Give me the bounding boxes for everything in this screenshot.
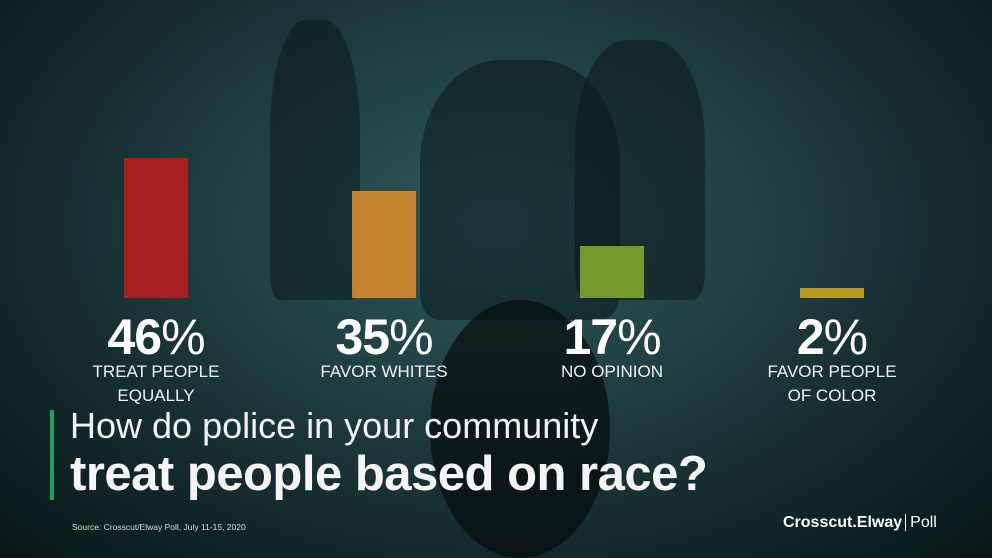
category-label-line: EQUALLY xyxy=(117,386,195,405)
bar-4 xyxy=(800,288,864,298)
value-label: 17% xyxy=(522,308,702,366)
category-label-line: TREAT PEOPLE xyxy=(92,362,220,381)
value-number: 46 xyxy=(107,309,162,365)
category-label: FAVOR WHITES xyxy=(294,360,474,384)
bar-2 xyxy=(352,191,416,298)
category-label-line: NO OPINION xyxy=(560,362,663,381)
category-label: FAVOR PEOPLE OF COLOR xyxy=(742,360,922,408)
category-label-line: FAVOR PEOPLE xyxy=(767,362,897,381)
background-photo-officer xyxy=(270,20,360,300)
source-note: Source: Crosscut/Elway Poll, July 11-15,… xyxy=(72,522,246,532)
category-label: NO OPINION xyxy=(522,360,702,384)
question-line-1: How do police in your community xyxy=(70,405,599,446)
category-label: TREAT PEOPLE EQUALLY xyxy=(66,360,246,408)
percent-sign: % xyxy=(617,309,661,365)
value-label: 35% xyxy=(294,308,474,366)
percent-sign: % xyxy=(823,309,868,365)
accent-line xyxy=(50,410,54,500)
background-photo-head xyxy=(430,300,610,558)
value-number: 2 xyxy=(796,309,825,365)
logo-poll: Poll xyxy=(905,514,937,531)
percent-sign: % xyxy=(161,309,205,365)
bar-3 xyxy=(580,246,644,298)
category-label-line: OF COLOR xyxy=(787,386,877,405)
percent-sign: % xyxy=(389,309,433,365)
crosscut-elway-poll-logo: Crosscut.Elway Poll xyxy=(783,514,937,532)
value-label: 46% xyxy=(66,308,246,366)
value-label: 2% xyxy=(742,308,922,366)
value-number: 35 xyxy=(335,309,390,365)
bar-1 xyxy=(124,158,188,298)
value-number: 17 xyxy=(563,309,618,365)
question-line-2: treat people based on race? xyxy=(70,447,708,501)
logo-main: Crosscut.Elway xyxy=(783,514,903,531)
category-label-line: FAVOR WHITES xyxy=(320,362,448,381)
